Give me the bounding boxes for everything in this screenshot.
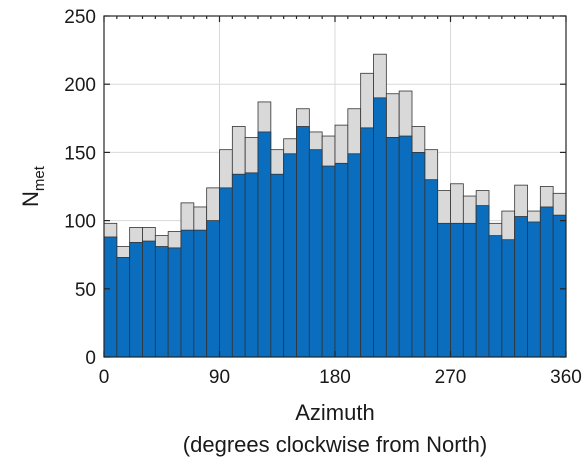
bar-met [219, 187, 233, 358]
bar-met [475, 205, 490, 358]
bar-met [321, 165, 336, 358]
bar-met [167, 247, 182, 358]
x-tick-label: 270 [435, 367, 467, 388]
y-tick-label: 0 [85, 348, 96, 369]
bar-met [154, 246, 169, 358]
bar-met [398, 135, 413, 358]
tick-marks [103, 15, 567, 358]
bar-met [334, 162, 349, 358]
bar-met [142, 240, 156, 358]
bar-met [244, 172, 259, 358]
bar-met [206, 220, 220, 358]
x-tick-label: 0 [99, 367, 110, 388]
bar-met [552, 214, 567, 358]
y-tick-label: 150 [64, 143, 96, 164]
bar-met [527, 221, 541, 358]
bar-met [296, 126, 310, 358]
x-tick-label: 360 [550, 367, 582, 388]
tick-labels: 0 90 180 270 360 0 50 100 150 200 250 [64, 7, 582, 388]
bar-met [488, 235, 503, 358]
bars-group [103, 53, 567, 358]
bar-met [462, 222, 477, 358]
bar-met [257, 131, 272, 358]
y-tick-label: 250 [64, 7, 96, 28]
x-axis-sublabel: (degrees clockwise from North) [183, 432, 487, 457]
bar-met [283, 153, 297, 358]
y-tick-label: 100 [64, 212, 96, 233]
x-axis-label: Azimuth [295, 400, 374, 425]
y-axis-label-subscript: met [31, 165, 48, 191]
bar-met [539, 206, 554, 358]
bar-met [129, 242, 143, 358]
x-tick-label: 90 [209, 367, 230, 388]
bar-met [514, 216, 528, 358]
bar-met [347, 153, 362, 358]
bar-met [360, 127, 374, 358]
bar-met [103, 236, 118, 358]
bar-met [270, 173, 285, 358]
bar-met [180, 229, 195, 358]
y-tick-label: 50 [75, 280, 96, 301]
bar-met [308, 149, 323, 358]
y-axis-label: Nmet [18, 165, 48, 207]
bar-met [193, 229, 208, 358]
bar-met [501, 239, 516, 358]
bar-met [424, 179, 439, 358]
x-tick-label: 180 [319, 367, 351, 388]
bar-met [231, 173, 246, 358]
bar-met [437, 222, 451, 358]
y-tick-label: 200 [64, 75, 96, 96]
bar-met [373, 97, 387, 358]
bar-met [116, 257, 131, 358]
y-axis-label-main: N [18, 191, 43, 207]
bar-met [411, 151, 426, 358]
bar-met [450, 222, 464, 358]
bar-met [385, 136, 400, 358]
